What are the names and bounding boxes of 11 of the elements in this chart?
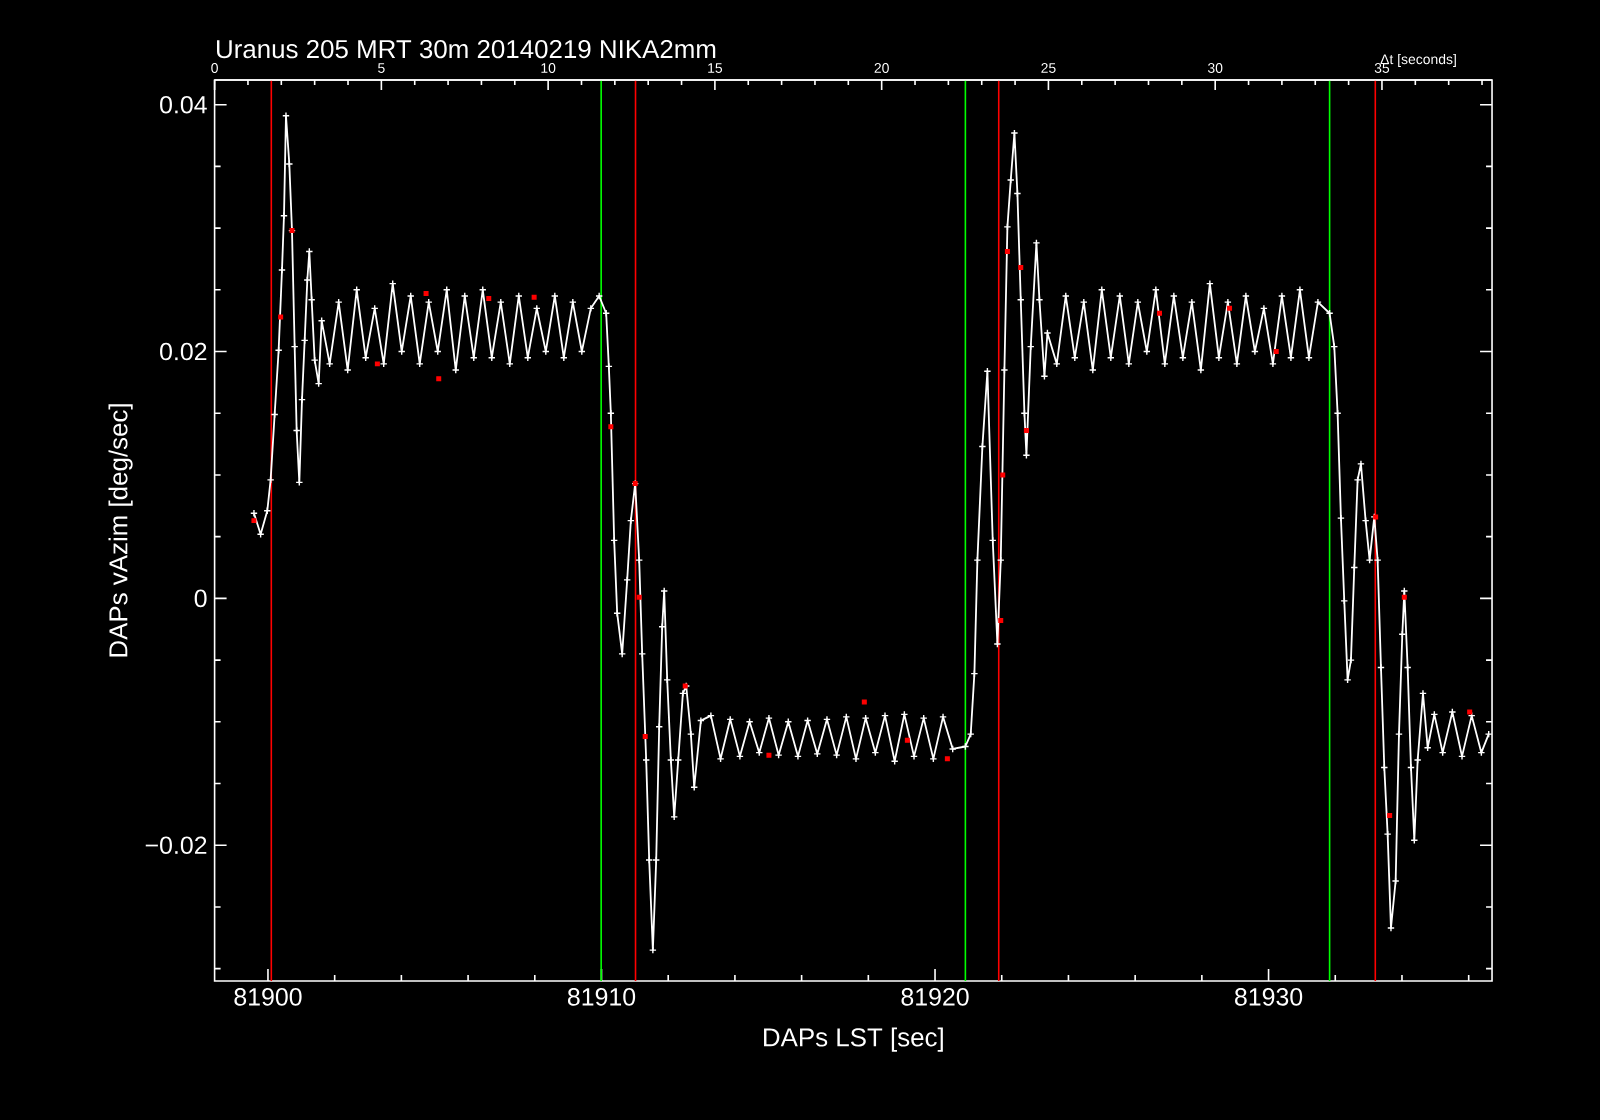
y-tick-label: 0.02 [160,342,207,361]
x-tick-label: 81930 [1235,988,1303,1006]
x-axis-title: DAPs LST [sec] [764,1027,943,1052]
y-tick-label: 0.04 [160,95,207,114]
chart-title: Uranus 205 MRT 30m 20140219 NIKA2mm [217,39,716,59]
y-axis-title: DAPs vAzim [deg/sec] [108,404,133,657]
x-tick-label: 81900 [234,988,302,1006]
y-tick-label: −0.02 [145,836,207,855]
x-tick-label: 81920 [901,988,969,1006]
x-tick-label: 81910 [567,988,636,1006]
y-tick-label: 0 [194,589,207,608]
